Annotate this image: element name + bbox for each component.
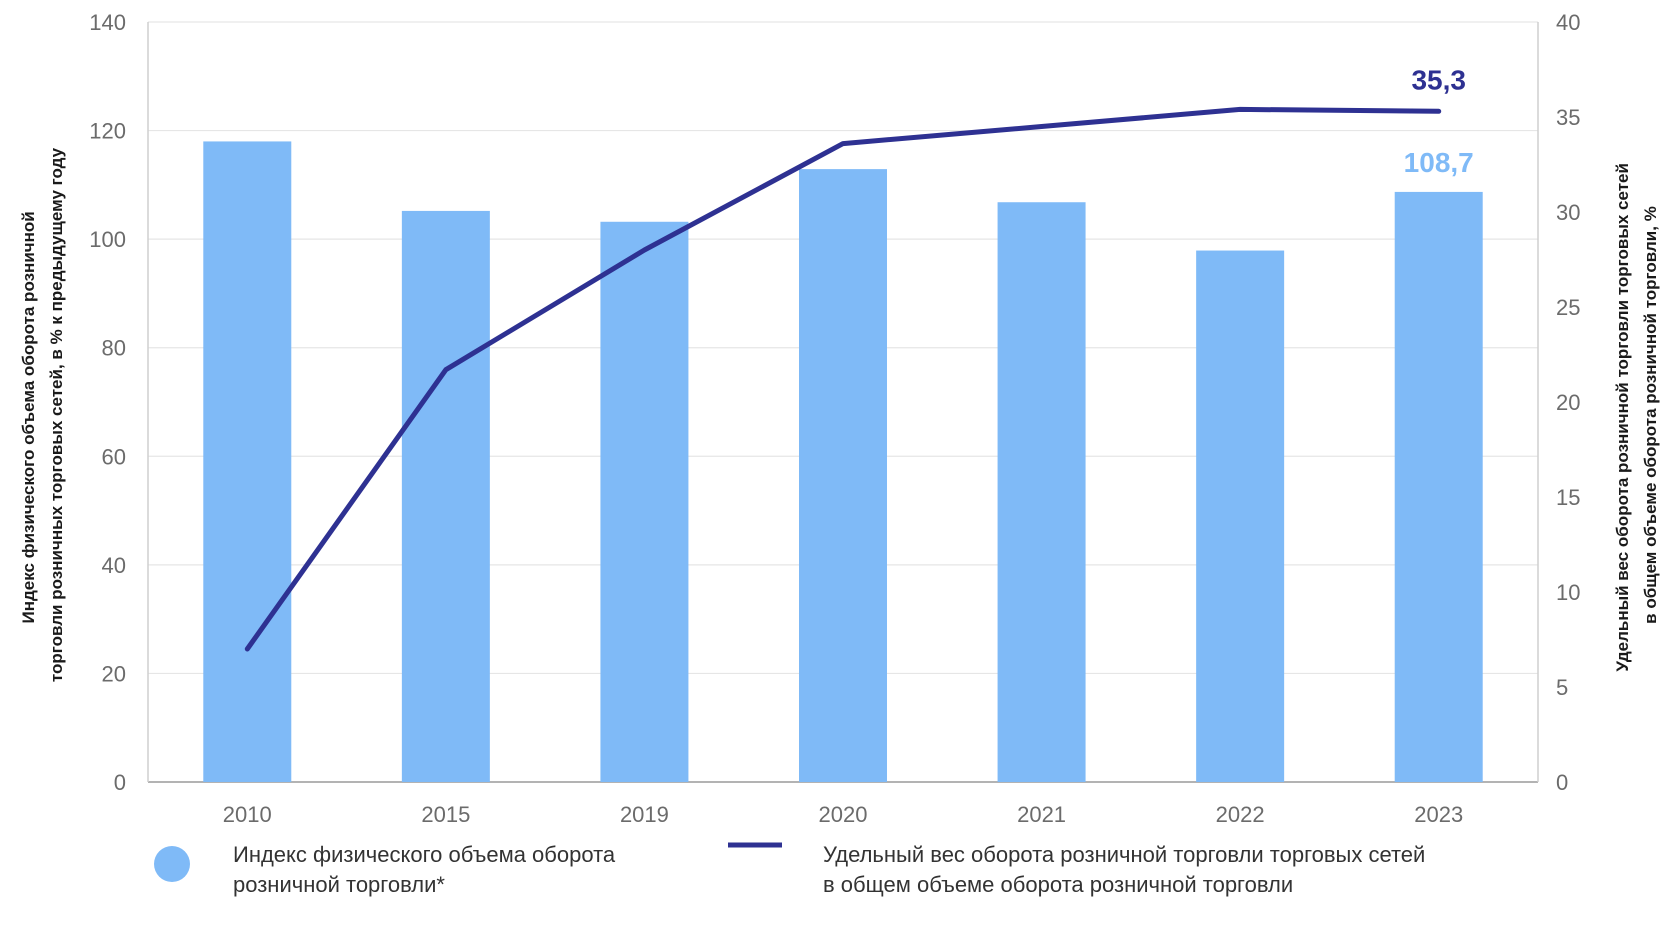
x-tick-label: 2019 [620,802,669,827]
legend-line-label-line-1: Удельный вес оборота розничной торговли … [823,842,1425,867]
right-tick-label: 25 [1556,295,1580,320]
right-axis-ticks: 0 5 10 15 20 25 30 35 40 [1556,10,1580,795]
right-axis-title-line-1: Удельный вес оборота розничной торговли … [1613,163,1632,672]
bar-series [203,141,1483,783]
bar [203,141,292,782]
bar [1196,250,1285,783]
data-labels: 108,7 35,3 [1404,64,1474,178]
bar [401,210,490,782]
left-axis-title-line-1: Индекс физического объема оборота рознич… [19,211,38,623]
left-axis-title-line-2: торговли розничных торговых сетей, в % к… [47,147,66,682]
x-tick-label: 2023 [1414,802,1463,827]
right-tick-label: 35 [1556,105,1580,130]
right-tick-label: 5 [1556,675,1568,700]
bar [1394,191,1483,782]
left-axis-title: Индекс физического объема оборота рознич… [19,147,66,682]
legend-line-label: Удельный вес оборота розничной торговли … [823,842,1431,897]
legend-bar-label-line-1: Индекс физического объема оборота [233,842,616,867]
x-axis-ticks: 2010 2015 2019 2020 2021 2022 2023 [223,802,1463,827]
right-tick-label: 40 [1556,10,1580,35]
left-tick-label: 80 [102,336,126,361]
legend-bar-label-line-2: розничной торговли* [233,872,445,897]
x-tick-label: 2020 [819,802,868,827]
line-series [244,106,1442,652]
left-tick-label: 60 [102,444,126,469]
right-tick-label: 20 [1556,390,1580,415]
x-tick-label: 2010 [223,802,272,827]
x-tick-label: 2022 [1216,802,1265,827]
left-tick-label: 120 [89,119,126,144]
legend: Индекс физического объема оборота рознич… [154,842,1431,897]
bar [799,169,887,783]
x-tick-label: 2021 [1017,802,1066,827]
legend-bar-marker [154,846,190,882]
left-tick-label: 0 [114,770,126,795]
left-tick-label: 100 [89,227,126,252]
right-tick-label: 0 [1556,770,1568,795]
left-tick-label: 20 [102,661,126,686]
left-tick-label: 140 [89,10,126,35]
right-tick-label: 15 [1556,485,1580,510]
line-data-label: 35,3 [1411,64,1466,95]
right-axis-title: Удельный вес оборота розничной торговли … [1613,158,1660,671]
left-tick-label: 40 [102,553,126,578]
right-axis-title-line-2: в общем объеме оборота розничной торговл… [1641,206,1660,624]
bar [997,202,1086,782]
line-path [244,106,1442,652]
legend-bar-label: Индекс физического объема оборота рознич… [233,842,621,897]
bar [600,221,689,782]
right-tick-label: 30 [1556,200,1580,225]
right-tick-label: 10 [1556,580,1580,605]
x-tick-label: 2015 [421,802,470,827]
left-axis-ticks: 0 20 40 60 80 100 120 140 [89,10,126,795]
legend-line-label-line-2: в общем объеме оборота розничной торговл… [823,872,1293,897]
bar-data-label: 108,7 [1404,147,1474,178]
